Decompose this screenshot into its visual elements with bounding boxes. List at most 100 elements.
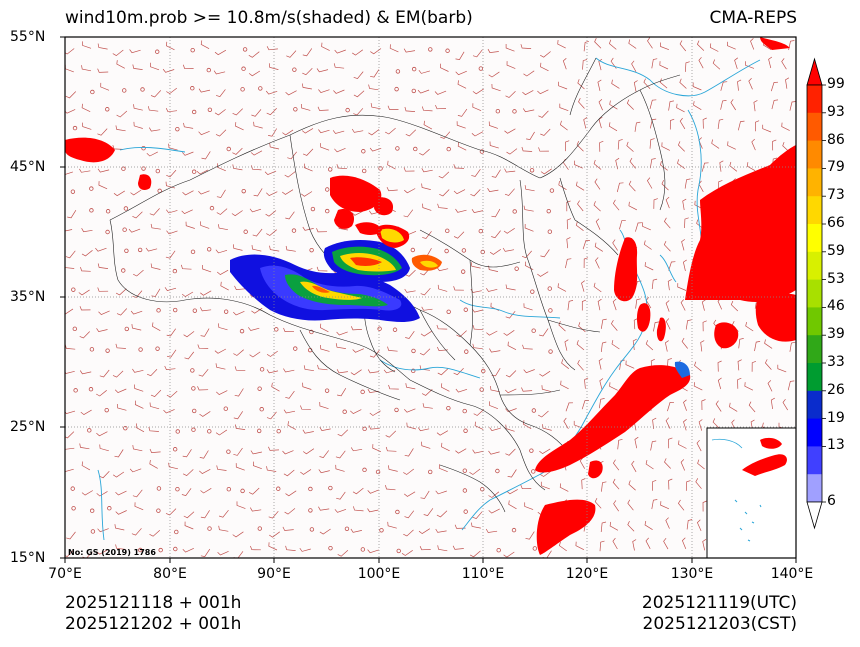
wind-barb [65, 48, 75, 55]
wind-barb [635, 298, 641, 309]
wind-barb [199, 307, 212, 312]
wind-barb [471, 209, 484, 213]
wind-barb [677, 159, 686, 169]
wind-barb [489, 385, 500, 393]
calm-wind-marker [104, 407, 109, 413]
calm-wind-marker [328, 167, 333, 172]
wind-barb [285, 545, 296, 551]
calm-wind-marker [158, 547, 163, 553]
lon-label-100: 100°E [357, 566, 401, 582]
calm-wind-marker [446, 309, 451, 314]
wind-barb [453, 368, 464, 376]
wind-barb [566, 200, 571, 212]
wind-barb [601, 481, 607, 492]
calm-wind-marker [308, 486, 313, 492]
wind-barb [711, 139, 720, 149]
wind-barb [114, 449, 124, 458]
wind-barb [131, 528, 142, 536]
wind-barb [661, 142, 670, 151]
wind-barb [231, 210, 243, 217]
wind-barb [271, 382, 280, 392]
calm-wind-marker [121, 268, 126, 273]
wind-barb [557, 39, 566, 49]
wind-barb [389, 44, 399, 53]
wind-barb [181, 291, 194, 298]
calm-wind-marker [496, 547, 501, 553]
wind-barb [729, 161, 738, 172]
wind-barb [473, 409, 485, 416]
wind-barb [165, 108, 178, 113]
wind-barb [319, 427, 331, 431]
wind-barb [405, 129, 417, 137]
wind-barb [283, 469, 295, 477]
wind-barb [470, 262, 481, 269]
wind-barb [264, 170, 277, 176]
wind-barb [751, 360, 757, 372]
wind-barb [79, 168, 91, 173]
wind-barb [617, 139, 623, 150]
wind-barb [96, 549, 108, 555]
wind-barb [251, 307, 263, 314]
wind-barb [680, 459, 686, 471]
wind-barb [697, 459, 705, 470]
wind-barb [727, 141, 736, 150]
wind-barb [95, 247, 107, 252]
wind-barb [65, 229, 73, 232]
calm-wind-marker [460, 269, 466, 274]
wind-barb [485, 528, 498, 533]
wind-barb [523, 420, 532, 430]
wind-barb [202, 264, 212, 273]
wind-barb [521, 387, 533, 392]
calm-wind-marker [72, 326, 78, 332]
wind-barb [650, 440, 657, 451]
lon-label-70: 70°E [48, 566, 82, 582]
wind-barb [180, 264, 192, 270]
calm-wind-marker [328, 545, 333, 551]
calm-wind-marker [411, 368, 416, 374]
wind-barb [285, 211, 295, 220]
colorbar-segment [807, 140, 822, 169]
wind-barb [284, 508, 296, 515]
wind-barb [216, 208, 228, 215]
wind-barb [712, 418, 720, 429]
colorbar-tick-label: 46 [827, 298, 845, 315]
wind-barb [406, 422, 416, 430]
wind-barb [676, 103, 685, 113]
wind-barb [268, 63, 279, 70]
wind-barb [683, 399, 687, 411]
calm-wind-marker [395, 146, 400, 151]
wind-barb [198, 368, 209, 377]
wind-barb [508, 500, 517, 510]
wind-barb [133, 121, 143, 129]
calm-wind-marker [394, 86, 399, 92]
wind-barb [115, 490, 127, 496]
wind-barb [369, 147, 382, 152]
wind-barb [115, 510, 127, 515]
wind-barb [283, 327, 295, 332]
wind-barb [594, 178, 601, 190]
wind-barb [644, 262, 654, 271]
calm-wind-marker [362, 467, 367, 473]
wind-barb [632, 338, 637, 351]
calm-wind-marker [361, 149, 366, 154]
wind-barb [583, 117, 588, 129]
wind-barb [609, 382, 618, 391]
wind-barb [149, 402, 160, 410]
wind-barb [738, 338, 744, 349]
wind-barb [265, 90, 278, 95]
wind-barb [506, 489, 518, 495]
wind-barb [701, 299, 706, 311]
calm-wind-marker [360, 547, 366, 552]
wind-barb [542, 424, 552, 431]
wind-barb [350, 369, 362, 376]
wind-barb [166, 328, 176, 337]
calm-wind-marker [342, 409, 347, 414]
calm-wind-marker [377, 326, 382, 331]
wind-barb [781, 122, 790, 131]
wind-barb [404, 106, 416, 112]
wind-barb [663, 217, 671, 229]
wind-barb [253, 461, 262, 470]
wind-barb [198, 130, 210, 136]
wind-barb [565, 402, 574, 412]
init-time-cst: 2025121202 + 001h [65, 614, 242, 634]
